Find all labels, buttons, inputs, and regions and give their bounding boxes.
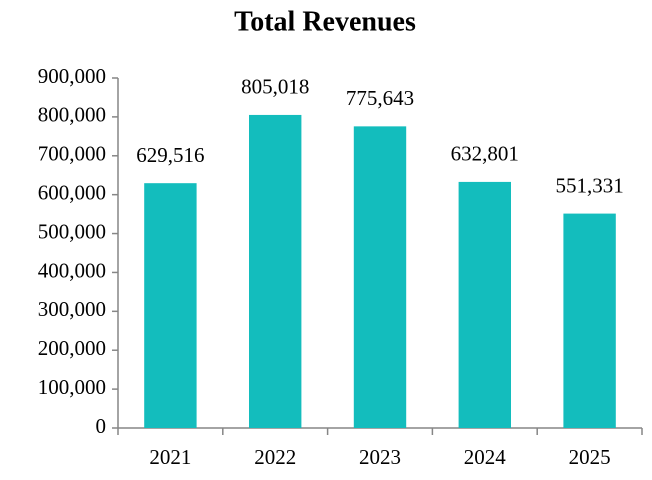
y-tick-label: 700,000 (38, 142, 106, 166)
bar (144, 183, 197, 428)
data-label: 805,018 (241, 75, 309, 99)
bar (563, 213, 616, 428)
y-tick-label: 800,000 (38, 103, 106, 127)
y-tick-label: 0 (96, 414, 107, 438)
y-tick-label: 300,000 (38, 297, 106, 321)
x-tick-label: 2023 (359, 445, 401, 469)
y-tick-label: 600,000 (38, 180, 106, 204)
y-tick-label: 100,000 (38, 375, 106, 399)
y-tick-label: 500,000 (38, 219, 106, 243)
bar (353, 126, 407, 428)
y-tick-label: 200,000 (38, 336, 106, 360)
x-tick-label: 2022 (254, 445, 296, 469)
chart-title: Total Revenues (234, 6, 416, 37)
bar (249, 114, 302, 429)
y-tick-label: 900,000 (38, 64, 106, 88)
x-tick-label: 2021 (149, 445, 191, 469)
bar (458, 181, 511, 428)
y-tick-label: 400,000 (38, 258, 106, 282)
x-tick-label: 2025 (569, 445, 611, 469)
data-label: 775,643 (346, 86, 414, 110)
data-label: 629,516 (136, 143, 204, 167)
data-label: 632,801 (451, 142, 519, 166)
x-tick-label: 2024 (464, 445, 507, 469)
data-label: 551,331 (555, 173, 623, 197)
